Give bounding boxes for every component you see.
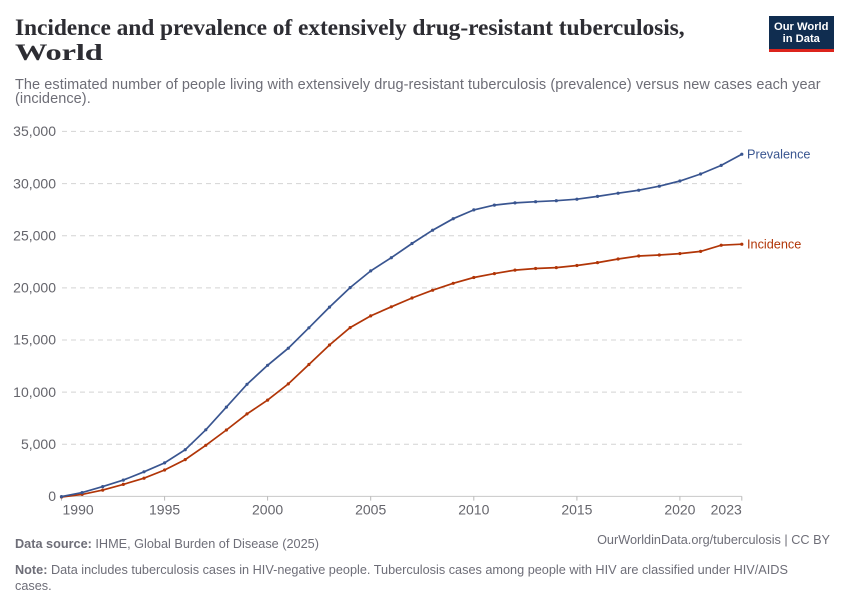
svg-text:2000: 2000 <box>252 502 283 518</box>
svg-text:Prevalence: Prevalence <box>747 148 810 162</box>
svg-text:1990: 1990 <box>63 502 94 518</box>
svg-text:1995: 1995 <box>149 502 180 518</box>
svg-text:2023: 2023 <box>711 502 742 518</box>
svg-text:10,000: 10,000 <box>13 384 56 400</box>
svg-text:2005: 2005 <box>355 502 386 518</box>
svg-text:15,000: 15,000 <box>13 332 56 348</box>
svg-text:0: 0 <box>48 488 56 504</box>
svg-text:25,000: 25,000 <box>13 227 56 243</box>
svg-text:30,000: 30,000 <box>13 175 56 191</box>
svg-text:5,000: 5,000 <box>21 436 56 452</box>
svg-text:Incidence: Incidence <box>747 237 801 251</box>
svg-text:2015: 2015 <box>561 502 592 518</box>
svg-text:35,000: 35,000 <box>13 123 56 139</box>
svg-text:2010: 2010 <box>458 502 489 518</box>
svg-text:2020: 2020 <box>664 502 695 518</box>
svg-text:20,000: 20,000 <box>13 280 56 296</box>
